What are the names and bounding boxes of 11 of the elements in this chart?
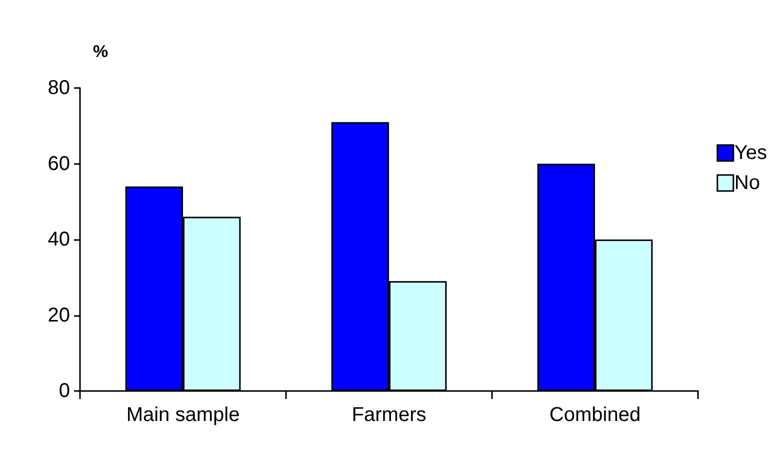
legend-label: No	[734, 172, 760, 194]
x-tick-label: Combined	[549, 404, 641, 426]
x-tick-label: Farmers	[352, 404, 426, 426]
y-tick-label: 80	[48, 77, 70, 99]
y-axis-title: %	[93, 42, 108, 61]
x-tick-label: Main sample	[126, 404, 240, 426]
y-tick-label: 60	[48, 152, 70, 175]
legend-label: Yes	[734, 142, 768, 164]
y-tick-label: 40	[48, 228, 70, 250]
y-tick-label: 0	[58, 380, 70, 402]
y-tick-label: 20	[48, 304, 70, 326]
